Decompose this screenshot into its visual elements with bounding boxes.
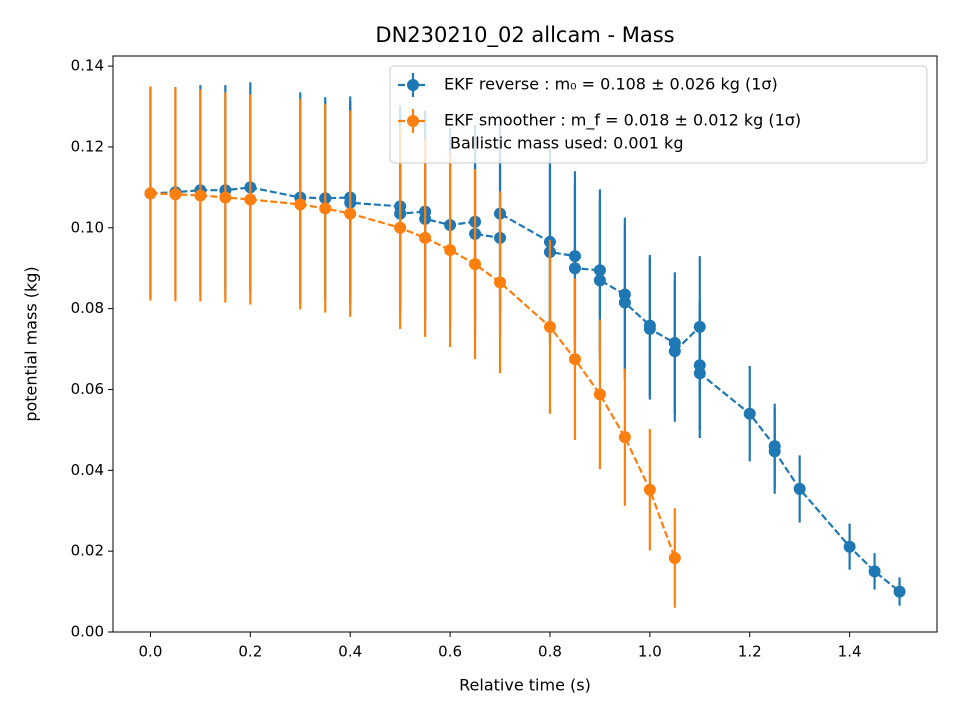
x-tick-label: 1.0 [638, 643, 662, 661]
data-point [394, 221, 407, 234]
legend-label: EKF reverse : m₀ = 0.108 ± 0.026 kg (1σ) [444, 75, 778, 94]
data-point [568, 262, 581, 275]
data-point [893, 585, 906, 598]
data-point [618, 431, 631, 444]
y-tick-label: 0.04 [71, 461, 104, 479]
series-line [150, 186, 901, 593]
data-point [593, 388, 606, 401]
legend-marker [407, 79, 419, 91]
y-tick-label: 0.12 [71, 137, 104, 155]
x-tick-label: 0.0 [139, 643, 163, 661]
y-tick-label: 0.00 [71, 623, 104, 641]
data-point [568, 250, 581, 263]
legend-marker [407, 115, 419, 127]
data-point [469, 258, 482, 271]
data-point [593, 274, 606, 287]
x-tick-label: 0.8 [538, 643, 562, 661]
legend-label: EKF smoother : m_f = 0.018 ± 0.012 kg (1… [444, 111, 801, 131]
data-point [593, 264, 606, 277]
axes-frame [112, 55, 938, 633]
data-point [444, 244, 457, 257]
y-axis-label: potential mass (kg) [22, 266, 41, 421]
chart-title: DN230210_02 allcam - Mass [375, 23, 674, 48]
x-tick-label: 0.4 [338, 643, 362, 661]
data-point [668, 552, 681, 565]
data-point [219, 191, 232, 204]
data-point [144, 187, 157, 200]
data-point [793, 482, 806, 495]
y-tick-label: 0.14 [71, 57, 104, 75]
y-tick-label: 0.02 [71, 542, 104, 560]
x-tick-label: 1.4 [838, 643, 862, 661]
x-tick-label: 1.2 [738, 643, 762, 661]
data-point [843, 540, 856, 553]
data-point [169, 188, 182, 201]
data-point [494, 276, 507, 289]
x-tick-label: 0.2 [238, 643, 262, 661]
data-point [868, 565, 881, 578]
y-tick-label: 0.08 [71, 299, 104, 317]
data-point [419, 231, 432, 244]
legend-note: Ballistic mass used: 0.001 kg [450, 134, 683, 153]
data-point [668, 345, 681, 358]
data-point [743, 407, 756, 420]
data-point [194, 189, 207, 202]
x-axis-label: Relative time (s) [459, 676, 591, 695]
data-point [319, 202, 332, 215]
data-point [244, 193, 257, 206]
data-point [618, 296, 631, 309]
y-tick-label: 0.06 [71, 380, 104, 398]
data-point [568, 353, 581, 366]
data-point [344, 207, 357, 220]
data-point [693, 320, 706, 333]
x-tick-label: 0.6 [438, 643, 462, 661]
y-tick-label: 0.10 [71, 218, 104, 236]
data-point [693, 367, 706, 380]
legend-frame [389, 65, 928, 164]
data-point [643, 483, 656, 496]
data-point [543, 320, 556, 333]
data-point [294, 198, 307, 211]
data-point [643, 322, 656, 335]
data-point [768, 445, 781, 458]
legend: EKF reverse : m₀ = 0.108 ± 0.026 kg (1σ)… [389, 65, 928, 164]
